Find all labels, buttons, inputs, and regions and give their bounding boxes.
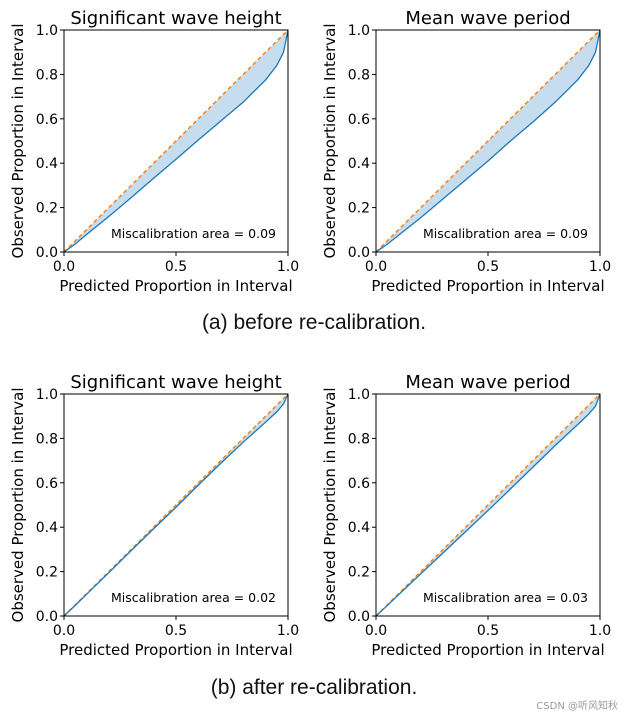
y-axis-label: Observed Proportion in Interval [9, 24, 27, 259]
ideal-calibration-line [63, 393, 289, 617]
ideal-calibration-line [375, 29, 601, 253]
y-tick-label: 0.0 [348, 245, 370, 261]
ideal-calibration-line [63, 29, 289, 253]
y-tick-label: 1.0 [36, 387, 58, 403]
ideal-calibration-line [375, 393, 601, 617]
y-tick-label: 0.4 [348, 156, 370, 172]
y-tick-label: 0.6 [36, 112, 58, 128]
y-tick-label: 0.6 [348, 476, 370, 492]
y-tick-label: 0.2 [36, 565, 58, 581]
x-tick-label: 0.0 [365, 623, 387, 639]
x-tick-label: 0.0 [53, 623, 75, 639]
y-tick-label: 0.2 [348, 201, 370, 217]
x-tick-label: 1.0 [277, 259, 299, 275]
y-tick-label: 0.8 [348, 431, 370, 447]
chart-title: Mean wave period [405, 8, 570, 29]
y-tick-label: 0.0 [348, 609, 370, 625]
x-tick-label: 1.0 [589, 623, 611, 639]
chart-panel-3: 0.0 0.2 0.4 0.6 0.8 1.0 0.0 0.5 1.0 Significant w… [9, 372, 299, 659]
chart-panel-2: 0.0 0.2 0.4 0.6 0.8 1.0 0.0 0.5 1.0 Mean wave per… [321, 8, 611, 295]
y-tick-label: 0.8 [36, 67, 58, 83]
x-axis-label: Predicted Proportion in Interval [371, 277, 604, 295]
y-tick-label: 0.4 [36, 520, 58, 536]
x-tick-label: 0.5 [477, 259, 499, 275]
miscalibration-annotation: Miscalibration area = 0.09 [423, 226, 588, 241]
chart-title: Significant wave height [70, 372, 281, 393]
y-tick-label: 0.4 [36, 156, 58, 172]
y-tick-label: 0.0 [36, 609, 58, 625]
x-tick-label: 0.5 [165, 623, 187, 639]
y-tick-label: 0.6 [36, 476, 58, 492]
y-tick-label: 0.2 [36, 201, 58, 217]
y-tick-label: 0.6 [348, 112, 370, 128]
y-tick-label: 0.0 [36, 245, 58, 261]
x-tick-label: 0.0 [365, 259, 387, 275]
observed-proportion-line [375, 29, 601, 253]
x-tick-label: 1.0 [589, 259, 611, 275]
observed-proportion-line [63, 29, 289, 253]
chart-panel-4: 0.0 0.2 0.4 0.6 0.8 1.0 0.0 0.5 1.0 Mean wave per… [321, 372, 611, 659]
y-tick-label: 0.8 [348, 67, 370, 83]
miscalibration-annotation: Miscalibration area = 0.02 [111, 590, 276, 605]
x-tick-label: 0.5 [477, 623, 499, 639]
y-tick-label: 1.0 [36, 23, 58, 39]
y-axis-label: Observed Proportion in Interval [321, 388, 339, 623]
x-axis-label: Predicted Proportion in Interval [371, 641, 604, 659]
watermark: CSDN @听风知秋 [536, 701, 618, 712]
caption-before-recalibration: (a) before re-calibration. [201, 311, 427, 334]
y-tick-label: 1.0 [348, 387, 370, 403]
chart-title: Mean wave period [405, 372, 570, 393]
y-axis-label: Observed Proportion in Interval [321, 24, 339, 259]
y-tick-label: 1.0 [348, 23, 370, 39]
miscalibration-annotation: Miscalibration area = 0.09 [111, 226, 276, 241]
y-tick-label: 0.8 [36, 431, 58, 447]
x-axis-label: Predicted Proportion in Interval [59, 641, 292, 659]
x-tick-label: 0.0 [53, 259, 75, 275]
x-tick-label: 0.5 [165, 259, 187, 275]
observed-proportion-line [63, 393, 289, 617]
chart-title: Significant wave height [70, 8, 281, 29]
caption-after-recalibration: (b) after re-calibration. [210, 676, 418, 699]
observed-proportion-line [375, 393, 601, 617]
y-tick-label: 0.4 [348, 520, 370, 536]
y-tick-label: 0.2 [348, 565, 370, 581]
y-axis-label: Observed Proportion in Interval [9, 388, 27, 623]
miscalibration-annotation: Miscalibration area = 0.03 [423, 590, 588, 605]
chart-panel-1: 0.0 0.2 0.4 0.6 0.8 1.0 0.0 0.5 1.0 Significant w… [9, 8, 299, 295]
x-tick-label: 1.0 [277, 623, 299, 639]
x-axis-label: Predicted Proportion in Interval [59, 277, 292, 295]
